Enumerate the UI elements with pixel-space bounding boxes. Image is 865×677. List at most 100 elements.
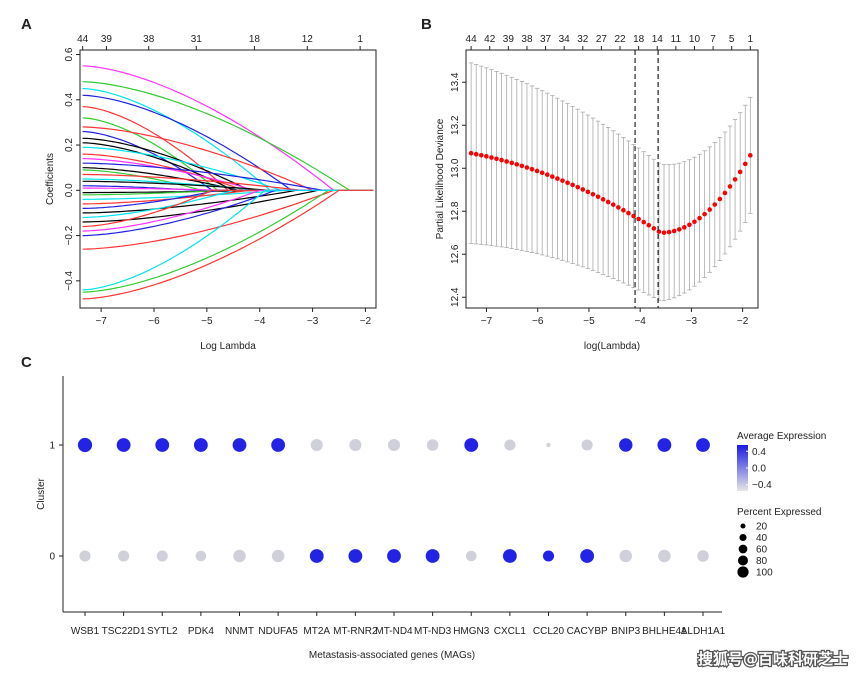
- panel-c-xlabel: Metastasis-associated genes (MAGs): [309, 650, 475, 661]
- c-xtick-label-6: MT2A: [303, 626, 330, 637]
- a-series-line-g28: [82, 189, 374, 219]
- b-point-52: [732, 177, 738, 182]
- a-series-line-g17: [82, 173, 374, 191]
- c-xtick-label-12: CCL20: [533, 626, 565, 637]
- legend-size-label-4: 100: [756, 568, 773, 579]
- b-point-39: [666, 229, 672, 235]
- c-xtick-label-3: PDK4: [188, 626, 215, 637]
- b-point-47: [707, 207, 713, 212]
- b-toptick-label-0: 44: [466, 34, 478, 45]
- panel-c-dots: [77, 437, 710, 563]
- c-dot-cluster1-PDK4: [193, 438, 208, 452]
- b-toptick-label-6: 32: [577, 34, 589, 45]
- b-point-6: [499, 157, 504, 163]
- b-point-23: [585, 189, 591, 195]
- c-dot-cluster1-BNIP3: [619, 438, 633, 452]
- b-point-26: [600, 197, 606, 202]
- a-xtick-label-2: −5: [201, 316, 213, 327]
- b-point-34: [641, 219, 647, 225]
- b-point-30: [621, 207, 626, 213]
- b-xtick-label-5: −2: [737, 316, 749, 327]
- b-point-12: [529, 166, 535, 172]
- b-point-51: [727, 184, 733, 189]
- b-toptick-label-12: 10: [689, 34, 701, 45]
- c-xtick-label-10: HMGN3: [453, 626, 490, 637]
- legend-color-ticklabel-2: −0.4: [752, 480, 772, 491]
- b-point-50: [722, 190, 728, 196]
- panel-b-xlabel: log(Lambda): [584, 341, 640, 352]
- b-point-13: [534, 168, 540, 174]
- b-point-28: [610, 202, 616, 207]
- b-point-14: [539, 170, 545, 176]
- a-xtick-label-0: −7: [95, 316, 107, 327]
- c-dot-cluster0-ALDH1A1: [697, 550, 709, 562]
- a-toptick-label-5: 12: [302, 34, 314, 45]
- a-xtick-label-3: −4: [254, 316, 266, 327]
- c-dot-cluster0-NDUFA5: [271, 549, 285, 563]
- b-toptick-label-7: 27: [596, 34, 608, 45]
- panel-b-points: [468, 150, 753, 235]
- b-point-21: [575, 184, 581, 190]
- a-series-line-g31: [82, 189, 374, 232]
- c-dot-cluster0-MT2A: [309, 549, 324, 563]
- a-toptick-label-1: 39: [101, 34, 113, 45]
- panel-a-frame: [79, 49, 377, 309]
- b-point-2: [478, 152, 484, 158]
- a-series-line-g36: [82, 189, 374, 300]
- legend-size-dot-0: [740, 523, 746, 529]
- a-series-line-g12: [82, 153, 374, 191]
- b-toptick-label-2: 39: [503, 34, 515, 45]
- c-xtick-label-8: MT-ND4: [375, 626, 413, 637]
- legend-size-label-2: 60: [756, 545, 768, 556]
- c-dot-cluster1-ALDH1A1: [696, 438, 710, 452]
- b-point-55: [748, 153, 753, 158]
- b-point-53: [737, 169, 743, 175]
- a-toptick-label-3: 31: [191, 34, 203, 45]
- b-point-45: [697, 215, 702, 221]
- legend-size-label-1: 40: [756, 533, 768, 544]
- a-series-line-g35: [82, 189, 374, 291]
- c-dot-cluster0-SYTL2: [156, 550, 168, 562]
- a-ytick-label-5: 0.6: [64, 47, 75, 61]
- panel-letter-a: A: [21, 16, 32, 33]
- c-dot-cluster1-HMGN3: [464, 438, 479, 452]
- legend-size-dot-4: [737, 566, 749, 578]
- b-point-36: [651, 226, 657, 231]
- b-toptick-label-13: 7: [710, 34, 716, 45]
- c-dot-cluster0-HMGN3: [465, 550, 477, 562]
- b-point-43: [687, 222, 692, 228]
- b-point-29: [616, 205, 621, 210]
- c-dot-cluster0-CCL20: [542, 550, 555, 562]
- a-series-line-g21: [82, 187, 374, 191]
- c-xtick-label-7: MT-RNR2: [333, 626, 378, 637]
- c-xtick-label-14: BNIP3: [611, 626, 640, 637]
- a-toptick-label-4: 18: [249, 34, 261, 45]
- b-point-27: [605, 199, 611, 205]
- a-ytick-label-0: −0.4: [64, 271, 75, 291]
- c-dot-cluster1-MT2A: [310, 438, 323, 452]
- b-point-48: [712, 202, 718, 207]
- a-ytick-label-2: 0.0: [64, 183, 75, 197]
- legend-size-label-0: 20: [756, 522, 768, 533]
- b-point-1: [473, 151, 479, 157]
- a-series-line-g19: [82, 180, 374, 191]
- b-ytick-label-0: 12.4: [450, 287, 461, 307]
- b-point-11: [524, 165, 530, 170]
- a-series-line-g01: [82, 65, 374, 191]
- a-series-line-g09: [82, 137, 374, 191]
- b-toptick-label-9: 18: [633, 34, 645, 45]
- panel-b-frame: [465, 49, 759, 309]
- c-dot-cluster0-PDK4: [195, 550, 207, 562]
- legend-size-dot-3: [737, 555, 749, 566]
- c-xtick-label-16: ALDH1A1: [681, 626, 726, 637]
- a-series-line-g06: [82, 117, 374, 191]
- panel-letter-c: C: [21, 354, 32, 371]
- b-point-44: [692, 219, 697, 225]
- legend-size-label-3: 80: [756, 556, 768, 567]
- c-dot-cluster1-SYTL2: [155, 438, 170, 452]
- a-series-line-g08: [82, 130, 374, 191]
- b-point-5: [494, 156, 499, 162]
- c-dot-cluster0-CACYBP: [580, 549, 595, 563]
